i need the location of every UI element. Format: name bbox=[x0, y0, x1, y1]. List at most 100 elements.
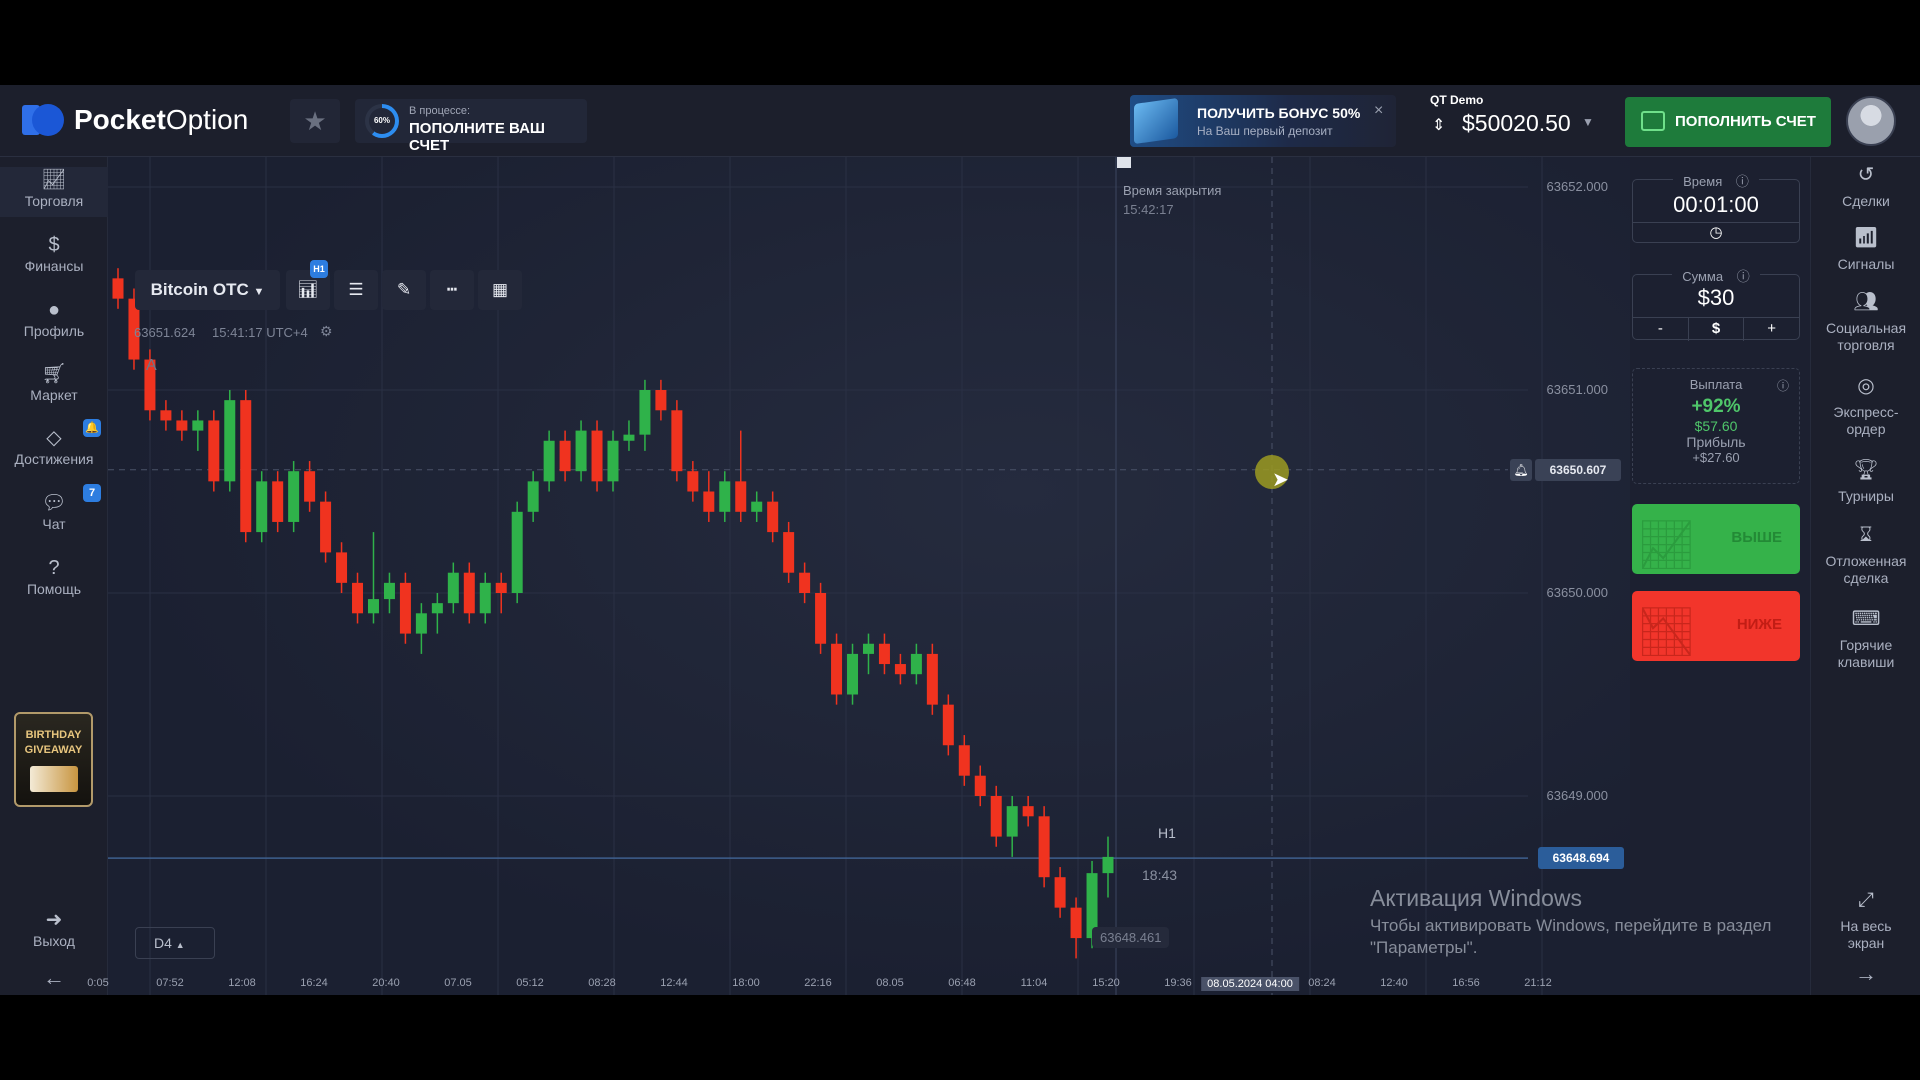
amount-label: Сумма bbox=[1677, 269, 1729, 284]
users-icon: 👥︎ bbox=[1853, 291, 1879, 313]
sidebar-item-market[interactable]: 🛒︎ Маркет bbox=[0, 361, 108, 403]
chevron-down-icon: ▼ bbox=[253, 286, 265, 298]
candle-body bbox=[942, 704, 954, 746]
candle-body bbox=[671, 410, 683, 472]
time-tick-label: 22:16 bbox=[804, 977, 832, 989]
sidebar-item-trading[interactable]: 📈︎ Торговля bbox=[0, 167, 108, 217]
sidebar-item-help[interactable]: ? Помощь bbox=[0, 555, 108, 597]
birthday-giveaway-promo[interactable]: BIRTHDAY GIVEAWAY bbox=[14, 712, 93, 807]
nav-hotkeys[interactable]: ⌨ Горячие клавиши bbox=[1811, 609, 1920, 671]
deposit-button[interactable]: ПОПОЛНИТЬ СЧЕТ bbox=[1625, 97, 1831, 147]
sidebar-item-profile[interactable]: ● Профиль bbox=[0, 297, 108, 339]
nav-pending-trade[interactable]: ⌛︎ Отложенная сделка bbox=[1811, 525, 1920, 587]
close-bonus-icon[interactable]: × bbox=[1374, 102, 1384, 119]
candle-body bbox=[352, 582, 364, 614]
nav-label: Социальная торговля bbox=[1825, 320, 1907, 353]
candle-body bbox=[367, 599, 379, 614]
watermark-line1: Чтобы активировать Windows, перейдите в … bbox=[1370, 916, 1772, 935]
time-input[interactable]: Время ⓘ 00:01:00 ◷ bbox=[1632, 174, 1800, 243]
price-alert-bell-icon[interactable]: 🔔︎ bbox=[1510, 459, 1532, 481]
candle-body bbox=[288, 471, 300, 522]
sidebar-item-label: Помощь bbox=[26, 581, 82, 597]
sidebar-item-label: Маркет bbox=[30, 387, 78, 403]
candle-body bbox=[112, 278, 124, 299]
candle-body bbox=[974, 775, 986, 796]
avatar[interactable] bbox=[1846, 96, 1896, 146]
time-tick-label: 08:28 bbox=[588, 977, 616, 989]
fullscreen-button[interactable]: ⤢ На весь экран bbox=[1811, 890, 1920, 952]
nav-tournaments[interactable]: 🏆︎ Турниры bbox=[1811, 459, 1920, 505]
candle-body bbox=[383, 582, 395, 600]
candle-letter-label: A bbox=[146, 357, 157, 374]
candlestick-chart[interactable]: 63652.000 63651.000 63650.000 63649.000 bbox=[108, 157, 1630, 995]
chat-icon: 💬︎ bbox=[41, 492, 67, 514]
logo[interactable]: PocketOption bbox=[22, 101, 248, 139]
candle-body bbox=[415, 613, 427, 634]
line-tool-button[interactable]: ┅ bbox=[430, 270, 474, 310]
trophy-icon: 🏆︎ bbox=[1853, 459, 1879, 481]
sidebar-item-finance[interactable]: $ Финансы bbox=[0, 232, 108, 274]
sell-lower-button[interactable]: 📉︎ НИЖЕ bbox=[1632, 591, 1800, 661]
candle-body bbox=[144, 359, 156, 411]
favorites-button[interactable]: ★ bbox=[290, 99, 340, 143]
account-selector[interactable]: QT Demo ⇕ $50020.50 ▼ bbox=[1420, 93, 1600, 149]
indicators-button[interactable]: ☰ bbox=[334, 270, 378, 310]
grid-layout-icon: ▦ bbox=[491, 280, 509, 299]
nav-trades[interactable]: ↺ Сделки bbox=[1811, 165, 1920, 210]
price-tick-label: 63652.000 bbox=[1547, 179, 1608, 194]
right-nav: ↺ Сделки 📶︎ Сигналы 👥︎ Социальная торговля … bbox=[1810, 157, 1920, 995]
app: PocketOption ★ 60% В процессе: ПОПОЛНИТЕ… bbox=[0, 85, 1920, 995]
trend-up-icon: 📈︎ bbox=[1636, 519, 1697, 572]
help-icon: ? bbox=[48, 557, 60, 579]
logout-icon: ➜ bbox=[45, 909, 63, 931]
candle-body bbox=[208, 420, 220, 482]
candle-body bbox=[463, 572, 475, 614]
time-tick-label: 12:08 bbox=[228, 977, 256, 989]
candle-body bbox=[958, 745, 970, 776]
sidebar-item-chat[interactable]: 💬︎ Чат 7 bbox=[0, 484, 108, 532]
currency-toggle-button[interactable]: $ bbox=[1689, 318, 1745, 341]
clock-icon[interactable]: ◷ bbox=[1633, 222, 1799, 243]
drawing-tools-button[interactable]: ✎ bbox=[382, 270, 426, 310]
layout-button[interactable]: ▦ bbox=[478, 270, 522, 310]
candle-body bbox=[815, 593, 827, 644]
expand-arrow-icon[interactable]: → bbox=[1855, 961, 1877, 986]
collapse-arrow-icon[interactable]: ← bbox=[43, 965, 65, 990]
decrease-amount-button[interactable]: - bbox=[1633, 318, 1689, 341]
chart-area[interactable]: 63652.000 63651.000 63650.000 63649.000 Bit… bbox=[87, 157, 1630, 995]
time-value: 00:01:00 bbox=[1673, 192, 1759, 217]
candle-body bbox=[926, 653, 938, 705]
bonus-title: ПОЛУЧИТЬ БОНУС 50% bbox=[1197, 105, 1361, 121]
nav-social-trading[interactable]: 👥︎ Социальная торговля bbox=[1811, 291, 1920, 354]
buy-higher-button[interactable]: 📈︎ ВЫШЕ bbox=[1632, 504, 1800, 574]
timezone-label: 15:41:17 UTC+4 bbox=[212, 325, 308, 340]
sidebar-item-logout[interactable]: ➜ Выход bbox=[0, 907, 108, 949]
amount-input[interactable]: Сумма ⓘ $30 - $ + bbox=[1632, 269, 1800, 341]
time-tick-label: 20:40 bbox=[372, 977, 400, 989]
help-icon: ⓘ bbox=[1731, 269, 1755, 284]
profit-label: Прибыль bbox=[1686, 434, 1746, 450]
help-icon: ⓘ bbox=[1730, 174, 1754, 189]
left-sidebar: 📈︎ Торговля $ Финансы ● Профиль 🛒︎ Маркет ◇ Д… bbox=[0, 157, 108, 995]
sidebar-item-label: Чат bbox=[42, 516, 66, 532]
help-icon: ⓘ bbox=[1776, 379, 1789, 393]
nav-signals[interactable]: 📶︎ Сигналы bbox=[1811, 228, 1920, 273]
candle-body bbox=[655, 390, 667, 411]
time-tick-label: 18:00 bbox=[732, 977, 760, 989]
candle-body bbox=[224, 400, 236, 482]
price-tick-label: 63649.000 bbox=[1547, 788, 1608, 803]
nav-express-order[interactable]: ◎ Экспресс-ордер bbox=[1811, 376, 1920, 438]
candle-body bbox=[192, 420, 204, 431]
chart-type-button[interactable]: 📊︎ H1 bbox=[286, 260, 330, 310]
sidebar-item-achievements[interactable]: ◇ Достижения 🔔 bbox=[0, 419, 108, 467]
deposit-progress-widget[interactable]: 60% В процессе: ПОПОЛНИТЕ ВАШ СЧЕТ bbox=[355, 99, 587, 154]
increase-amount-button[interactable]: + bbox=[1767, 320, 1777, 337]
candle-body bbox=[495, 582, 507, 593]
low-price-label: 63648.461 bbox=[1092, 927, 1170, 948]
asset-selector[interactable]: Bitcoin OTC ▼ bbox=[135, 270, 280, 310]
bonus-banner[interactable]: ПОЛУЧИТЬ БОНУС 50% На Ваш первый депозит… bbox=[1130, 95, 1396, 147]
time-tick-label: 11:04 bbox=[1020, 977, 1048, 989]
price-tick-label: 63650.000 bbox=[1547, 585, 1608, 600]
chart-settings-gear-icon[interactable]: ⚙ bbox=[320, 323, 333, 339]
period-select[interactable]: D4 ▲ bbox=[135, 927, 215, 959]
